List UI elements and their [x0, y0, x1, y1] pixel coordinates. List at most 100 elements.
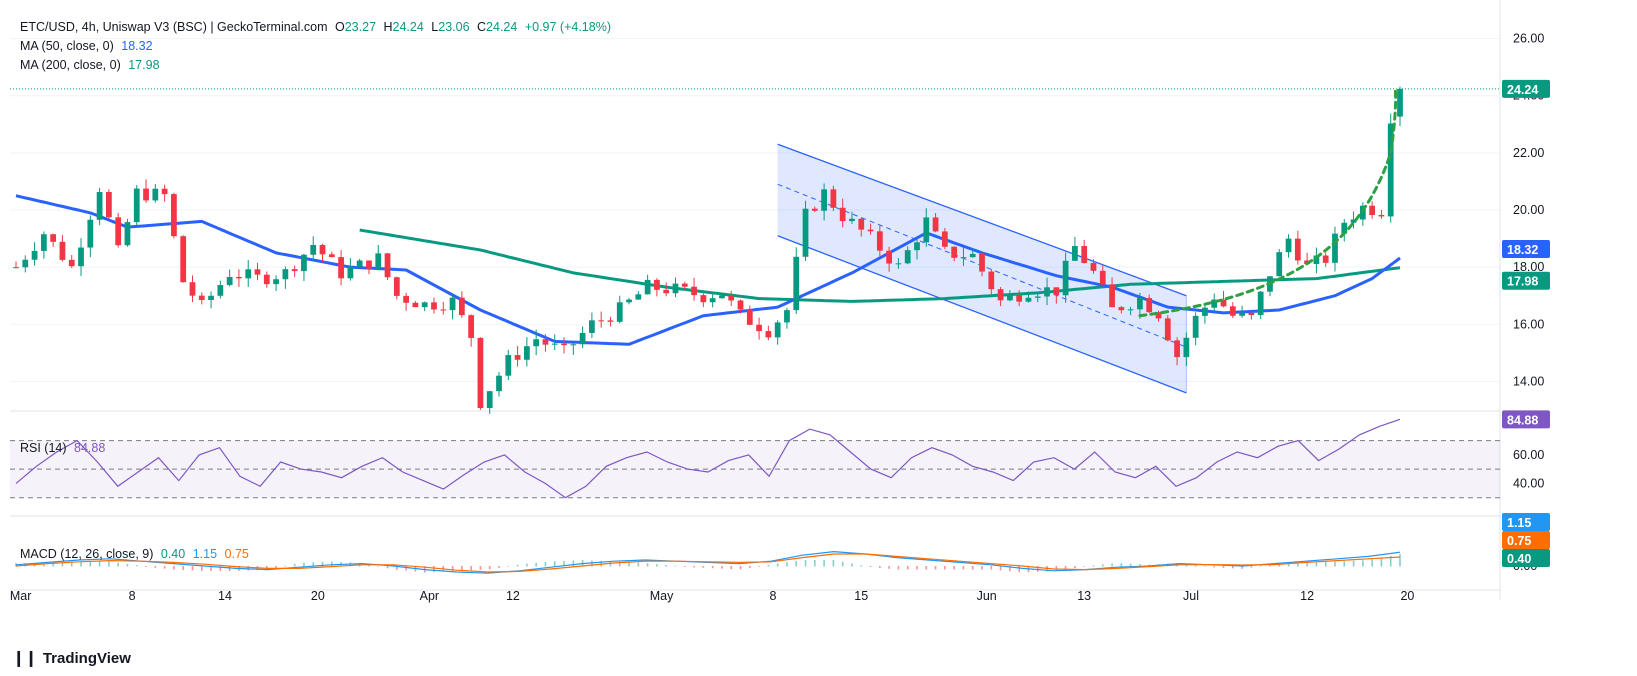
candle-body: [1164, 318, 1171, 341]
candle-body: [895, 263, 902, 265]
rsi-legend[interactable]: RSI (14) 84.88: [20, 439, 109, 457]
macd-hist-bar: [70, 561, 73, 567]
candle-body: [616, 302, 623, 322]
candle-body: [1155, 312, 1162, 319]
candle-body: [440, 309, 447, 311]
candle-body: [700, 295, 707, 303]
candle-body: [635, 294, 642, 300]
candle-body: [384, 253, 391, 278]
macd-hist-bar: [210, 566, 212, 571]
candle-body: [40, 234, 47, 251]
macd-hist-bar: [108, 561, 110, 567]
candle-body: [923, 217, 930, 243]
macd-hist-bar: [814, 560, 816, 567]
macd-hist-bar: [990, 566, 993, 570]
candle-body: [1044, 287, 1050, 297]
candle-body: [719, 295, 725, 299]
candle-body: [681, 283, 688, 287]
macd-hist-bar: [1009, 566, 1011, 572]
candle-body: [988, 271, 995, 290]
macd-hist-bar: [758, 566, 760, 567]
candle-body: [1062, 260, 1069, 296]
candle-body: [291, 269, 298, 272]
candle-body: [375, 253, 382, 269]
candle-body: [1220, 299, 1227, 307]
brand-name: TradingView: [42, 649, 131, 667]
time-tick-label: Jul: [1183, 589, 1199, 603]
macd-hist-bar: [563, 560, 565, 567]
macd-hist-bar: [61, 562, 64, 567]
macd-hist-bar: [1055, 566, 1058, 571]
macd-hist-bar: [145, 566, 147, 567]
candle-body: [1294, 238, 1301, 261]
candle-body: [654, 279, 660, 290]
macd-hist-bar: [916, 566, 918, 570]
time-tick-label: 14: [218, 589, 232, 603]
candle-body: [904, 250, 911, 264]
candle-body: [486, 391, 493, 408]
candle-body: [328, 254, 335, 258]
macd-hist-bar: [1278, 563, 1281, 567]
signal-line: [15, 553, 1401, 573]
candle-body: [96, 192, 103, 220]
macd-hist-bar: [488, 566, 491, 570]
candle-body: [589, 320, 595, 333]
candle-body: [839, 207, 846, 222]
candle-body: [319, 244, 326, 255]
candle-body: [876, 231, 883, 251]
candle-body: [366, 260, 372, 269]
candle-body: [1183, 337, 1190, 358]
macd-hist-bar: [618, 561, 621, 567]
macd-hist-bar: [1269, 564, 1271, 567]
candle-body: [22, 259, 29, 268]
macd-hist-bar: [656, 564, 658, 567]
candle-body: [663, 289, 670, 294]
macd-hist-bar: [767, 564, 770, 567]
macd-hist-bar: [1324, 562, 1327, 567]
ma200-legend[interactable]: MA (200, close, 0) 17.98: [20, 56, 164, 74]
header-legend: ETC/USD, 4h, Uniswap V3 (BSC) | GeckoTer…: [20, 18, 615, 36]
macd-hist-bar: [219, 566, 222, 571]
macd-hist-bar: [154, 566, 157, 568]
candle-body: [78, 247, 84, 267]
channel-upper-line: [777, 143, 1187, 297]
macd-hist-bar: [925, 566, 928, 570]
candle-body: [811, 208, 818, 211]
macd-hist-bar: [832, 560, 835, 567]
macd-hist-bar: [1380, 557, 1383, 567]
candle-body: [1109, 284, 1115, 308]
candle-body: [802, 208, 809, 257]
candle-body: [431, 302, 437, 310]
macd-hist-bar: [516, 564, 519, 567]
candle-body: [1053, 287, 1060, 296]
grid: [10, 0, 1501, 600]
macd-hist-bar: [841, 561, 844, 567]
ma200-line: [359, 228, 1401, 303]
candle-body: [1006, 295, 1013, 301]
candle-body: [226, 276, 233, 286]
candle-body: [1099, 270, 1106, 285]
macd-hist-bar: [535, 562, 537, 567]
macd-hist-bar: [1250, 566, 1253, 568]
macd-hist-bar: [1259, 565, 1262, 567]
macd-hist-bar: [312, 562, 315, 567]
time-tick-label: 20: [1400, 589, 1414, 603]
macd-hist-bar: [544, 562, 547, 567]
tradingview-brand[interactable]: ❙❙ TradingView: [12, 648, 131, 668]
ma50-legend[interactable]: MA (50, close, 0) 18.32: [20, 37, 157, 55]
candle-body: [412, 302, 419, 308]
candle-body: [477, 337, 484, 408]
high-value: 24.24: [392, 20, 424, 34]
time-tick-label: 12: [1300, 589, 1314, 603]
macd-legend[interactable]: MACD (12, 26, close, 9) 0.40 1.15 0.75: [20, 545, 253, 563]
macd-hist-bar: [953, 566, 955, 570]
price-tick-label: 18.00: [1513, 260, 1544, 274]
macd-hist-badge-bg: [1502, 531, 1550, 549]
macd-hist-bar: [1083, 566, 1085, 567]
macd-hist-bar: [275, 566, 277, 568]
rsi-band: [10, 440, 1500, 498]
candle-body: [607, 320, 614, 322]
macd-hist-bar: [331, 561, 333, 567]
macd-signal-badge-bg: [1502, 513, 1550, 531]
